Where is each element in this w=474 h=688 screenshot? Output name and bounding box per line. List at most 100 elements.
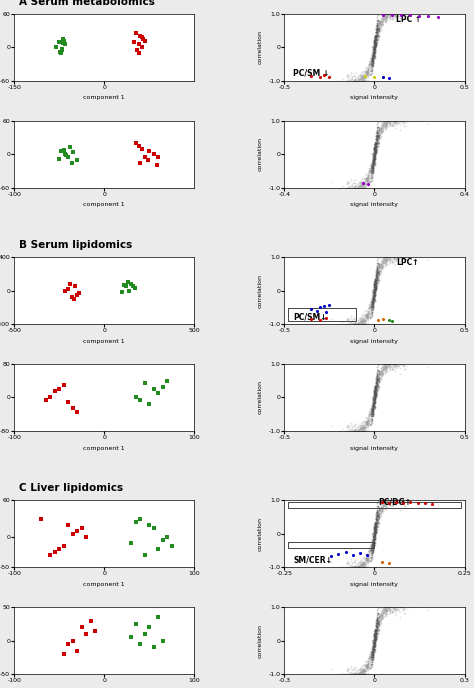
Point bbox=[366, 658, 374, 669]
Point bbox=[370, 528, 377, 539]
Point bbox=[349, 425, 356, 436]
Point bbox=[369, 297, 376, 308]
Point bbox=[370, 154, 378, 165]
Point bbox=[371, 71, 378, 82]
Point bbox=[381, 363, 389, 374]
Point bbox=[363, 419, 370, 430]
Point bbox=[367, 164, 374, 175]
Point bbox=[401, 120, 409, 131]
Point bbox=[375, 17, 383, 28]
Point bbox=[362, 666, 369, 677]
Point bbox=[372, 147, 379, 158]
Point bbox=[371, 522, 378, 533]
Point bbox=[356, 74, 363, 85]
Point bbox=[364, 416, 371, 427]
Point bbox=[382, 358, 389, 369]
Point bbox=[355, 669, 362, 680]
Point bbox=[349, 74, 356, 85]
Point bbox=[363, 310, 370, 321]
Point bbox=[372, 634, 379, 645]
Point bbox=[367, 545, 375, 556]
Point bbox=[368, 167, 376, 178]
Point bbox=[369, 652, 376, 663]
Point bbox=[346, 423, 353, 434]
Point bbox=[389, 8, 397, 19]
Point bbox=[404, 252, 411, 263]
Point bbox=[371, 36, 379, 47]
Point bbox=[373, 131, 381, 142]
Point bbox=[372, 397, 379, 408]
Point bbox=[357, 667, 365, 678]
Point bbox=[372, 384, 380, 395]
Point bbox=[378, 503, 385, 514]
Point bbox=[376, 366, 383, 377]
Point bbox=[372, 41, 379, 52]
Point bbox=[365, 654, 373, 665]
Point bbox=[373, 129, 380, 140]
Point bbox=[390, 603, 398, 614]
Point bbox=[359, 173, 367, 184]
Point bbox=[363, 559, 370, 570]
Point bbox=[370, 527, 377, 538]
Point bbox=[372, 38, 379, 49]
Point bbox=[354, 425, 362, 436]
Point bbox=[380, 608, 387, 619]
Point bbox=[355, 319, 363, 330]
Point bbox=[378, 127, 386, 138]
Point bbox=[362, 559, 369, 570]
Point bbox=[351, 562, 359, 573]
Point bbox=[376, 504, 383, 515]
Point bbox=[373, 273, 380, 284]
Point bbox=[369, 646, 377, 657]
Point bbox=[370, 530, 377, 541]
Point bbox=[363, 418, 370, 429]
Point bbox=[361, 421, 369, 432]
Point bbox=[369, 158, 376, 169]
Point bbox=[373, 378, 380, 389]
Point bbox=[376, 367, 383, 378]
X-axis label: signal intensity: signal intensity bbox=[350, 446, 399, 451]
Point bbox=[371, 290, 379, 301]
Point bbox=[380, 71, 387, 82]
Point bbox=[347, 669, 355, 680]
Point bbox=[367, 551, 374, 562]
Point bbox=[381, 499, 388, 510]
Point bbox=[371, 641, 379, 652]
Point bbox=[392, 10, 399, 21]
Point bbox=[367, 407, 374, 418]
Point bbox=[372, 520, 380, 531]
Point bbox=[371, 41, 379, 52]
Point bbox=[378, 121, 385, 132]
Point bbox=[372, 628, 379, 639]
Point bbox=[381, 602, 389, 613]
Point bbox=[373, 268, 380, 279]
Point bbox=[371, 528, 378, 539]
Point bbox=[381, 499, 388, 510]
Point bbox=[357, 72, 365, 83]
Point bbox=[369, 536, 377, 547]
Point bbox=[374, 138, 382, 149]
Point bbox=[342, 547, 349, 558]
Point bbox=[391, 358, 399, 369]
Point bbox=[374, 610, 381, 621]
Point bbox=[382, 257, 390, 268]
Point bbox=[370, 42, 377, 53]
Point bbox=[388, 496, 396, 507]
Point bbox=[373, 623, 380, 634]
Point bbox=[381, 358, 389, 369]
Point bbox=[372, 387, 379, 398]
Point bbox=[364, 553, 372, 564]
Point bbox=[375, 613, 383, 624]
Point bbox=[368, 298, 376, 309]
Point bbox=[372, 519, 379, 530]
Point bbox=[371, 149, 379, 160]
Point bbox=[353, 75, 361, 86]
Point bbox=[359, 558, 367, 569]
Point bbox=[373, 138, 381, 149]
Point bbox=[346, 557, 353, 568]
Point bbox=[361, 179, 369, 190]
Point bbox=[374, 131, 382, 142]
Point bbox=[372, 628, 380, 639]
Point bbox=[371, 41, 378, 52]
Point bbox=[376, 15, 383, 26]
